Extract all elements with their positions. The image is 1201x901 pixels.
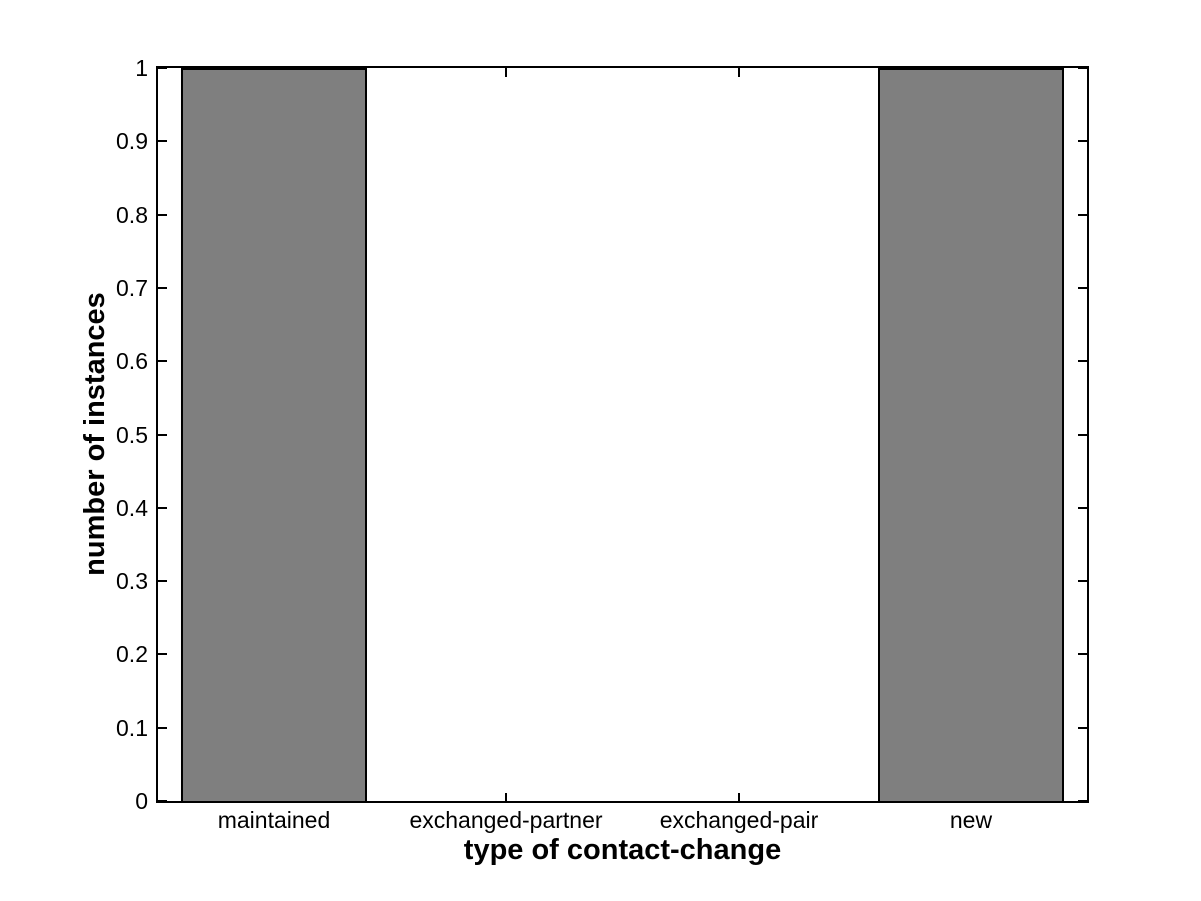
x-tick-bottom [505, 793, 507, 802]
y-tick-label: 0.9 [116, 128, 148, 154]
y-tick-left [158, 360, 167, 362]
x-axis-label: type of contact-change [463, 834, 782, 866]
y-tick-right [1078, 507, 1087, 509]
y-tick-left [158, 727, 167, 729]
y-tick-right [1078, 287, 1087, 289]
y-tick-label: 1 [135, 55, 148, 81]
y-tick-left [158, 214, 167, 216]
y-tick-right [1078, 434, 1087, 436]
x-tick-label: maintained [217, 807, 331, 833]
x-tick-label: new [949, 807, 993, 833]
y-tick-right [1078, 214, 1087, 216]
y-tick-label: 0.8 [116, 202, 148, 228]
x-tick-label: exchanged-pair [659, 807, 819, 833]
bar-maintained [181, 68, 367, 803]
y-tick-left [158, 434, 167, 436]
y-tick-label: 0.4 [116, 495, 148, 521]
y-tick-left [158, 287, 167, 289]
y-tick-label: 0 [135, 788, 148, 814]
y-tick-right [1078, 67, 1087, 69]
x-tick-bottom [738, 793, 740, 802]
y-tick-left [158, 653, 167, 655]
y-tick-right [1078, 653, 1087, 655]
y-tick-right [1078, 360, 1087, 362]
y-tick-left [158, 507, 167, 509]
y-tick-right [1078, 727, 1087, 729]
bar-new [878, 68, 1064, 803]
y-tick-left [158, 800, 167, 802]
y-tick-label: 0.1 [116, 715, 148, 741]
y-tick-right [1078, 140, 1087, 142]
y-tick-left [158, 67, 167, 69]
y-tick-label: 0.5 [116, 422, 148, 448]
y-axis-label: number of instances [79, 292, 111, 576]
x-tick-top [505, 68, 507, 77]
x-tick-top [738, 68, 740, 77]
y-tick-right [1078, 580, 1087, 582]
y-tick-left [158, 580, 167, 582]
x-tick-label: exchanged-partner [409, 807, 603, 833]
y-tick-label: 0.3 [116, 568, 148, 594]
y-tick-label: 0.2 [116, 641, 148, 667]
y-tick-label: 0.7 [116, 275, 148, 301]
y-tick-left [158, 140, 167, 142]
y-tick-right [1078, 800, 1087, 802]
y-tick-label: 0.6 [116, 348, 148, 374]
